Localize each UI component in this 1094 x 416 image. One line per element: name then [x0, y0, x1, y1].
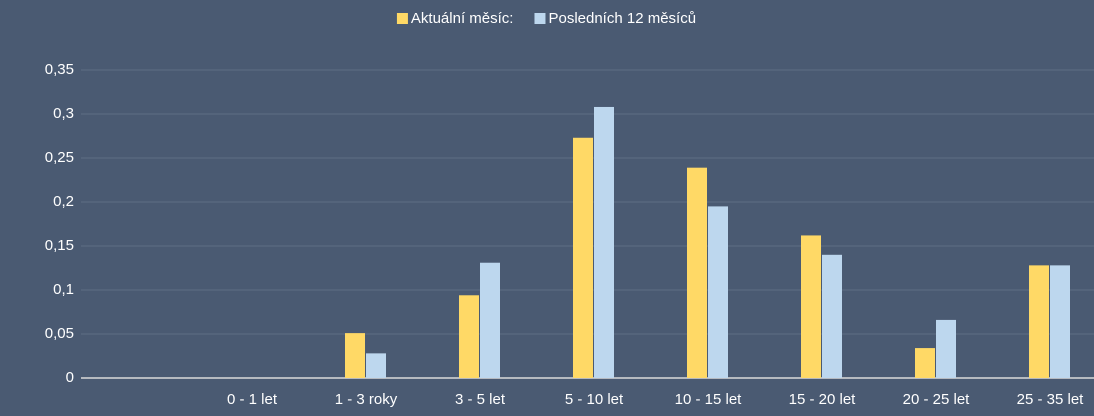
- legend-label: Aktuální měsíc:: [411, 10, 514, 27]
- bar: [480, 262, 500, 378]
- bar: [459, 295, 479, 378]
- bar: [1050, 265, 1070, 378]
- x-tick-label: 5 - 10 let: [565, 391, 624, 408]
- y-tick-label: 0,05: [45, 325, 74, 342]
- bar: [687, 167, 707, 378]
- x-tick-label: 20 - 25 let: [903, 391, 971, 408]
- legend-swatch: [534, 13, 546, 24]
- bar: [1029, 265, 1049, 378]
- bar: [936, 319, 956, 378]
- bar: [915, 348, 935, 378]
- y-tick-label: 0: [66, 369, 74, 386]
- bar: [822, 254, 842, 378]
- x-tick-label: 15 - 20 let: [789, 391, 857, 408]
- y-tick-label: 0,25: [45, 149, 74, 166]
- legend-label: Posledních 12 měsíců: [548, 10, 696, 27]
- bar: [801, 235, 821, 378]
- x-tick-label: 10 - 15 let: [675, 391, 743, 408]
- y-tick-label: 0,3: [53, 105, 74, 122]
- bar: [345, 333, 365, 378]
- legend-swatch: [396, 13, 408, 24]
- y-tick-label: 0,1: [53, 281, 74, 298]
- y-tick-label: 0,35: [45, 61, 74, 78]
- bar: [366, 353, 386, 378]
- x-tick-label: 1 - 3 roky: [335, 391, 398, 408]
- x-tick-label: 0 - 1 let: [227, 391, 278, 408]
- x-tick-label: 3 - 5 let: [455, 391, 506, 408]
- bar: [708, 206, 728, 378]
- bar: [573, 137, 593, 378]
- bar: [594, 106, 614, 379]
- x-tick-label: 25 - 35 let: [1017, 391, 1085, 408]
- y-tick-label: 0,2: [53, 193, 74, 210]
- y-tick-label: 0,15: [45, 237, 74, 254]
